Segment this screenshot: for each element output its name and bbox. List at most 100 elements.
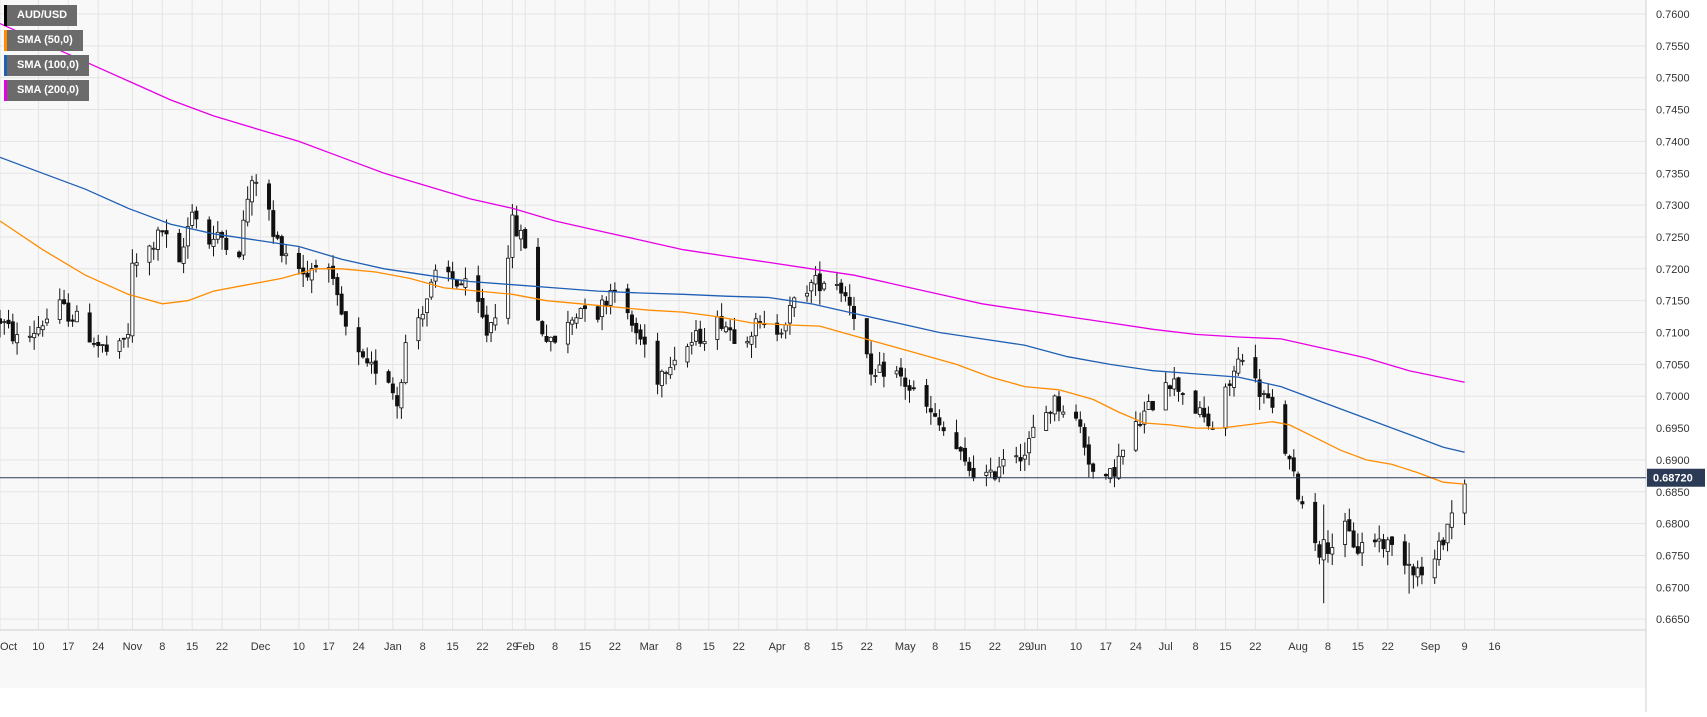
candle xyxy=(689,332,694,355)
candle-body xyxy=(1048,411,1053,414)
candle-body xyxy=(463,278,468,288)
x-tick-label: 22 xyxy=(476,641,488,653)
candle xyxy=(540,320,545,337)
candle xyxy=(1449,500,1454,540)
candle xyxy=(343,311,348,336)
candle-body xyxy=(245,198,250,223)
candle-body xyxy=(373,360,378,374)
candle xyxy=(1291,449,1296,477)
candle-body xyxy=(506,257,511,319)
x-tick-label: 17 xyxy=(1100,641,1112,653)
candle-body xyxy=(582,305,587,310)
candle-body xyxy=(271,210,276,237)
candle-body xyxy=(745,341,750,344)
x-tick-label: 8 xyxy=(1325,641,1331,653)
candle-body xyxy=(275,234,280,239)
candle xyxy=(963,437,968,466)
candle xyxy=(672,346,677,371)
current-price-box xyxy=(1647,468,1705,487)
candle-body xyxy=(864,318,869,355)
candle xyxy=(245,186,250,227)
candle xyxy=(493,303,498,331)
candle xyxy=(134,253,139,278)
candle-body xyxy=(313,265,318,268)
candle-body xyxy=(1197,407,1202,415)
y-axis: 0.7600 0.7550 0.7500 0.7450 0.7400 0.7350 0.73… xyxy=(1645,0,1690,712)
candle-body xyxy=(305,272,310,278)
candle xyxy=(1347,508,1352,532)
candle-body xyxy=(403,342,408,384)
candle-body xyxy=(343,311,348,327)
candle-body xyxy=(267,183,272,210)
candle xyxy=(331,255,336,286)
candle-body xyxy=(1112,467,1117,477)
candle xyxy=(903,368,908,400)
candle xyxy=(1001,449,1006,475)
candle-body xyxy=(629,314,634,326)
x-tick-label: 15 xyxy=(579,641,591,653)
legend-item-audusd[interactable]: AUD/USD xyxy=(4,5,78,26)
candle-body xyxy=(10,321,15,342)
candle-body xyxy=(608,290,613,306)
current-price-group: 0.68720 xyxy=(0,468,1705,487)
legend-item-sma100[interactable]: SMA (100,0) xyxy=(4,55,89,76)
x-tick-label: 22 xyxy=(1382,641,1394,653)
candle xyxy=(933,403,938,418)
candle xyxy=(429,278,434,300)
candle xyxy=(565,310,570,354)
candle-body xyxy=(536,246,541,321)
candle xyxy=(365,347,370,367)
candle xyxy=(941,421,946,436)
candle-body xyxy=(719,315,724,329)
x-tick-label: May xyxy=(895,641,916,653)
candle xyxy=(160,230,165,237)
candle-body xyxy=(924,385,929,407)
x-tick-label: 8 xyxy=(159,641,165,653)
legend-swatch-sma100 xyxy=(4,55,7,76)
candle xyxy=(254,174,259,197)
candle-body xyxy=(898,367,903,377)
candle-body xyxy=(954,432,959,450)
candle-body xyxy=(574,317,579,324)
candle xyxy=(655,332,660,395)
candle xyxy=(40,320,45,337)
candle xyxy=(1441,537,1446,551)
candle-body xyxy=(758,321,763,323)
candle xyxy=(1343,512,1348,558)
candle xyxy=(1372,533,1377,548)
candle xyxy=(600,295,605,331)
candle xyxy=(514,205,519,237)
candle-body xyxy=(1103,473,1108,477)
candle xyxy=(57,288,62,324)
x-tick-label: 15 xyxy=(959,641,971,653)
candle xyxy=(612,282,617,303)
y-tick-label: 0.6950 xyxy=(1656,423,1690,435)
candle xyxy=(659,369,664,398)
candle xyxy=(275,231,280,241)
candle-body xyxy=(147,245,152,263)
candle-body xyxy=(728,327,733,331)
candle-body xyxy=(104,344,109,352)
candle-body xyxy=(1432,558,1437,579)
candle xyxy=(638,324,643,346)
legend-item-sma50[interactable]: SMA (50,0) xyxy=(4,30,83,51)
sma-line-200 xyxy=(0,23,1465,383)
candle xyxy=(1163,372,1168,411)
candle-body xyxy=(249,180,254,203)
candle-body xyxy=(625,288,630,314)
candle xyxy=(1402,534,1407,575)
candle xyxy=(1027,431,1032,466)
y-tick-label: 0.7450 xyxy=(1656,105,1690,117)
candle-body xyxy=(984,471,989,476)
grid-lines xyxy=(0,0,1646,630)
candle-body xyxy=(194,210,199,220)
candle-body xyxy=(254,181,259,184)
candle-body xyxy=(356,327,361,353)
candle-body xyxy=(1176,377,1181,392)
candle-body xyxy=(907,385,912,391)
legend-item-sma200[interactable]: SMA (200,0) xyxy=(4,80,89,101)
candle-body xyxy=(493,317,498,326)
candle-body xyxy=(1343,520,1348,545)
current-price-label: 0.68720 xyxy=(1653,473,1693,485)
